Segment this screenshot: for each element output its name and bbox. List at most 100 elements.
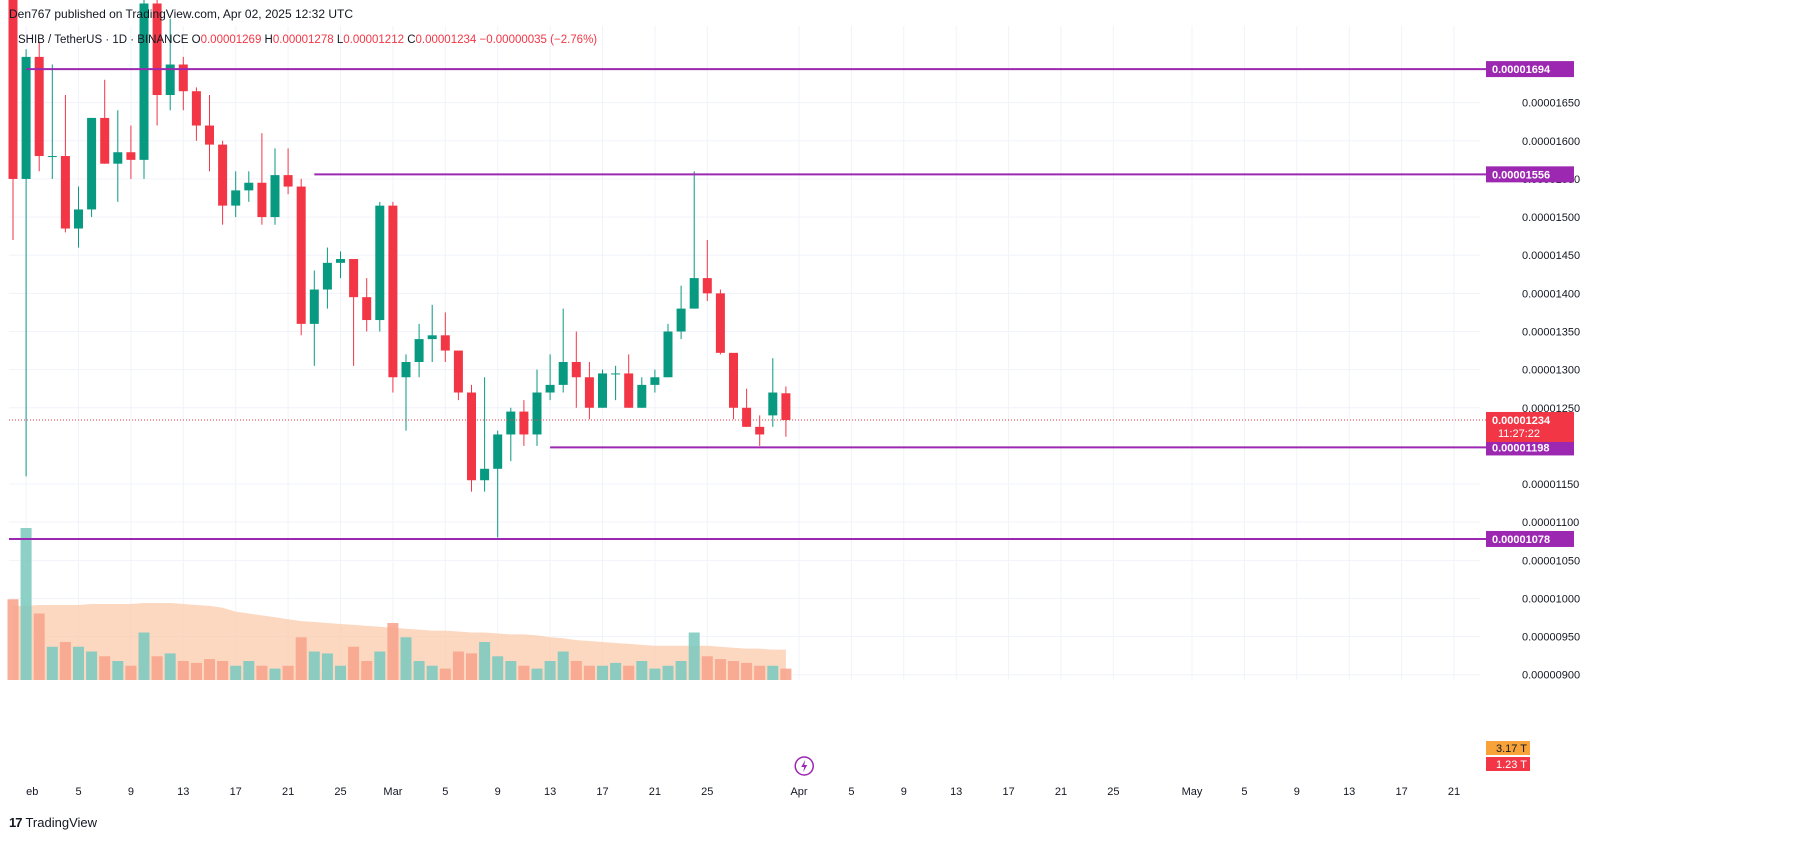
volume-bar — [308, 651, 320, 680]
x-tick-label: Mar — [383, 786, 402, 798]
volume-bar — [7, 599, 19, 680]
candle-body — [768, 392, 778, 416]
y-tick-label: 0.00001050 — [1522, 555, 1580, 567]
candle-body — [493, 434, 503, 469]
candle-body — [401, 362, 411, 378]
volume-bar — [73, 646, 84, 680]
x-tick-label: 5 — [75, 786, 81, 798]
x-tick-label: 13 — [544, 786, 556, 798]
candle-body — [467, 392, 476, 481]
volume-bar — [597, 665, 608, 680]
candle-body — [178, 64, 188, 92]
x-tick-label: 17 — [230, 786, 242, 798]
y-tick-label: 0.00001500 — [1522, 212, 1580, 224]
volume-down-tag — [1486, 757, 1530, 771]
candle-body — [349, 259, 359, 298]
candle-body — [336, 259, 345, 263]
candle-body — [598, 373, 607, 408]
open-label: O — [191, 34, 201, 46]
volume-bar — [33, 613, 45, 680]
y-tick-label: 0.00001400 — [1522, 288, 1580, 300]
y-tick-label: 0.00001650 — [1522, 98, 1580, 110]
high-value: 0.00001278 — [272, 34, 334, 46]
y-tick-label: 0.00001600 — [1522, 136, 1580, 148]
y-tick-label: 0.00001100 — [1522, 517, 1579, 529]
y-tick-label: 0.00001250 — [1522, 403, 1580, 415]
volume-bar — [59, 642, 71, 680]
price-level-tag — [1486, 439, 1574, 456]
volume-bar — [439, 668, 451, 680]
x-tick-label: 9 — [495, 786, 501, 798]
high-label: H — [264, 34, 273, 46]
candle-body — [480, 468, 490, 481]
volume-bar — [518, 665, 530, 680]
candle-body — [8, 0, 18, 179]
volume-bar — [662, 665, 674, 680]
candle-body — [624, 373, 634, 408]
candle-body — [532, 392, 542, 435]
volume-bar — [675, 661, 687, 680]
volume-bar — [112, 661, 124, 680]
candle-body — [191, 91, 201, 126]
volume-up-label: 3.17 T — [1496, 743, 1527, 755]
x-tick-label: 21 — [1055, 786, 1067, 798]
volume-bar — [413, 661, 425, 680]
published-header: Den767 published on TradingView.com, Apr… — [9, 7, 354, 21]
volume-bar — [151, 656, 163, 680]
volume-bar — [138, 632, 150, 680]
symbol-label[interactable]: SHIB / TetherUS · 1D · BINANCE — [18, 34, 189, 46]
volume-bar — [400, 637, 412, 680]
candle-body — [729, 352, 738, 408]
candle-body — [702, 278, 712, 294]
y-tick-label: 0.00001350 — [1522, 326, 1580, 338]
volume-bar — [361, 661, 373, 680]
volume-bar — [348, 646, 360, 680]
x-tick-label: 13 — [1343, 786, 1355, 798]
candle-body — [165, 64, 175, 96]
candle-body — [388, 205, 398, 378]
candle-body — [506, 411, 516, 435]
candle-body — [362, 297, 372, 321]
price-level-tag — [1486, 530, 1574, 547]
candle-body — [453, 350, 463, 393]
x-tick-label: 25 — [1107, 786, 1119, 798]
volume-bar — [256, 665, 268, 680]
x-tick-label: 21 — [1448, 786, 1460, 798]
volume-bar — [610, 662, 622, 680]
volume-bar — [570, 661, 582, 680]
volume-bar — [177, 661, 189, 680]
candle-body — [611, 373, 621, 375]
x-tick-label: 17 — [596, 786, 608, 798]
candle-body — [152, 3, 162, 96]
y-tick-label: 0.00001000 — [1522, 593, 1580, 605]
tradingview-brand[interactable]: 17 TradingView — [9, 815, 97, 830]
volume-bar — [688, 632, 700, 680]
low-value: 0.00001212 — [343, 34, 404, 46]
volume-bar — [20, 528, 32, 680]
candle-body — [139, 3, 149, 160]
y-tick-label: 0.00001450 — [1522, 250, 1580, 262]
volume-bar — [452, 651, 464, 680]
volume-bar — [321, 653, 333, 680]
candle-body — [414, 339, 424, 362]
x-tick-label: 25 — [334, 786, 346, 798]
volume-bar — [374, 651, 386, 680]
volume-bar — [780, 668, 792, 680]
x-tick-label: 21 — [282, 786, 294, 798]
volume-bar — [479, 642, 491, 680]
x-tick-label: May — [1182, 786, 1203, 798]
candle-body — [663, 331, 673, 378]
volume-bar — [243, 661, 255, 680]
last-price-label: 0.00001234 — [1492, 415, 1551, 427]
volume-bar — [636, 661, 648, 680]
price-level-label: 0.00001198 — [1492, 442, 1550, 454]
candle-body — [205, 125, 214, 145]
tradingview-logo-icon: 17 — [9, 815, 23, 830]
candle-body — [650, 377, 660, 385]
close-value: 0.00001234 — [415, 34, 477, 46]
x-tick-label: 9 — [1294, 786, 1300, 798]
candle-body — [100, 117, 110, 164]
volume-bar — [46, 646, 58, 680]
x-tick-label: 17 — [1395, 786, 1407, 798]
